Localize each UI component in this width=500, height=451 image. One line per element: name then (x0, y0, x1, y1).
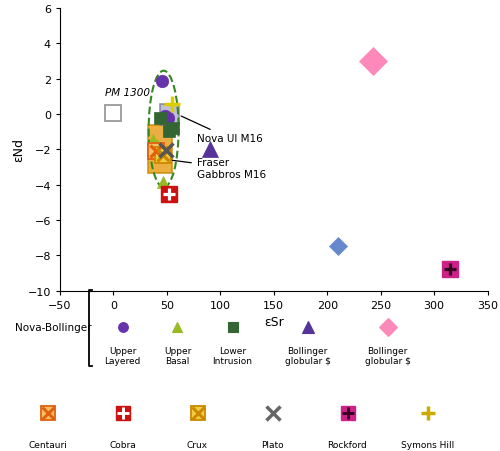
Text: Plato: Plato (261, 440, 284, 449)
Text: Crux: Crux (187, 440, 208, 449)
Bar (148, 125, 172, 174)
Text: Upper
Basal: Upper Basal (164, 346, 191, 365)
Text: Symons Hill: Symons Hill (401, 440, 454, 449)
Text: PM 1300: PM 1300 (105, 88, 150, 98)
X-axis label: εSr: εSr (264, 315, 283, 328)
Text: Cobra: Cobra (109, 440, 136, 449)
Text: Upper
Layered: Upper Layered (104, 346, 141, 365)
Text: Bollinger
globular $: Bollinger globular $ (284, 346, 331, 365)
Text: Nova-Bollinger: Nova-Bollinger (15, 322, 92, 332)
Bar (160, 105, 178, 125)
Text: Lower
Intrusion: Lower Intrusion (212, 346, 252, 365)
Text: Rockford: Rockford (328, 440, 368, 449)
Text: Bollinger
globular $: Bollinger globular $ (364, 346, 410, 365)
Text: Nova UI M16: Nova UI M16 (181, 117, 262, 144)
Text: Fraser
Gabbros M16: Fraser Gabbros M16 (172, 158, 266, 179)
Y-axis label: εNd: εNd (12, 138, 25, 162)
Text: Centauri: Centauri (28, 440, 67, 449)
